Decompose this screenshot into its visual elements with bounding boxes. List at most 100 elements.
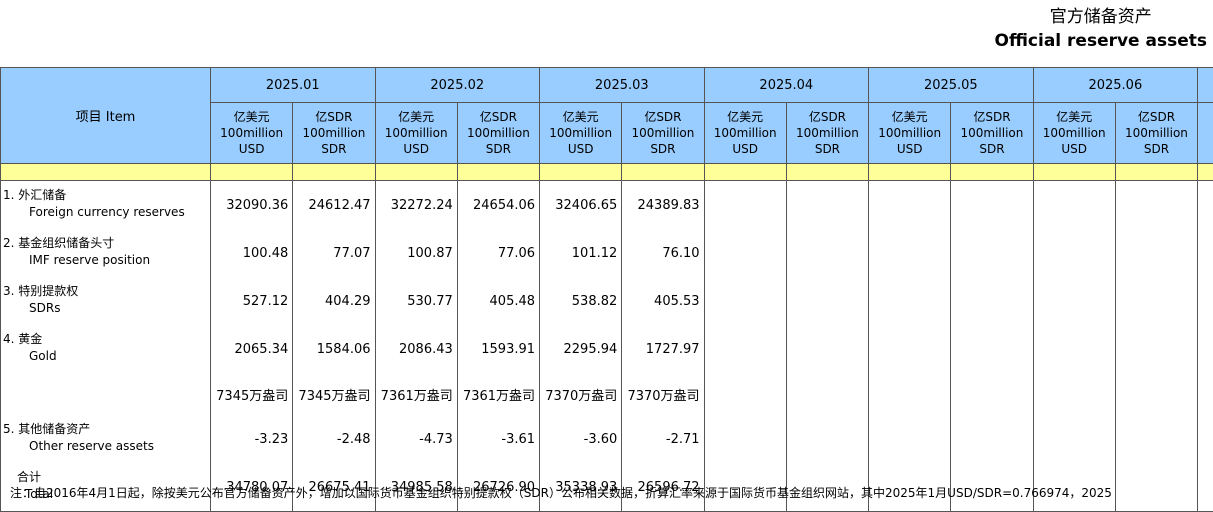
value-cell: 7370万盎司 [622, 373, 704, 415]
value-cell: 100.48 [211, 229, 293, 277]
value-cell: 100.87 [375, 229, 457, 277]
unit-line: 亿SDR [293, 109, 374, 125]
month-header: 2025.05 [869, 68, 1034, 103]
value-cell: 1584.06 [293, 325, 375, 373]
value-cell: -2.71 [622, 415, 704, 463]
month-header: 2025.06 [1033, 68, 1198, 103]
extra-cell [1198, 181, 1213, 230]
empty-cell [951, 325, 1033, 373]
unit-line: 100million [458, 125, 539, 141]
empty-cell [869, 415, 951, 463]
empty-cell [704, 181, 786, 230]
unit-line: 100million [951, 125, 1032, 141]
spacer-cell [293, 164, 375, 181]
row-label [1, 373, 211, 415]
label-en: Gold [3, 348, 210, 365]
unit-line: 亿美元 [1034, 109, 1115, 125]
empty-cell [1033, 181, 1115, 230]
value-cell: 404.29 [293, 277, 375, 325]
value-cell: 7345万盎司 [211, 373, 293, 415]
empty-cell [786, 181, 868, 230]
unit-line: 100million [211, 125, 292, 141]
value-cell: 405.53 [622, 277, 704, 325]
unit-line: 100million [376, 125, 457, 141]
value-cell: 24389.83 [622, 181, 704, 230]
value-cell: -4.73 [375, 415, 457, 463]
empty-cell [786, 277, 868, 325]
value-cell: 7361万盎司 [457, 373, 539, 415]
item-header: 项目 Item [1, 68, 211, 164]
spacer-row [1, 164, 1213, 181]
spacer-cell [1115, 164, 1197, 181]
value-cell: 527.12 [211, 277, 293, 325]
footnote: 注：自2016年4月1日起，除按美元公布官方储备资产外，增加以国际货币基金组织特… [10, 484, 1112, 501]
value-cell: 7370万盎司 [540, 373, 622, 415]
empty-cell [1115, 415, 1197, 463]
unit-line: SDR [622, 141, 703, 157]
value-cell: 2295.94 [540, 325, 622, 373]
month-header: 2025.01 [211, 68, 376, 103]
empty-cell [1033, 373, 1115, 415]
empty-cell [1033, 415, 1115, 463]
label-en: IMF reserve position [3, 252, 210, 269]
empty-cell [786, 415, 868, 463]
extra-cell [1198, 229, 1213, 277]
empty-cell [704, 373, 786, 415]
value-cell: -3.60 [540, 415, 622, 463]
extra-cell [1198, 103, 1213, 164]
value-cell: 405.48 [457, 277, 539, 325]
spacer-cell [704, 164, 786, 181]
spacer-cell [375, 164, 457, 181]
extra-cell [1198, 463, 1213, 512]
unit-line: SDR [458, 141, 539, 157]
empty-cell [704, 415, 786, 463]
label-en: Other reserve assets [3, 438, 210, 455]
value-cell: 77.07 [293, 229, 375, 277]
unit-line: 100million [787, 125, 868, 141]
value-cell: 101.12 [540, 229, 622, 277]
unit-line: USD [705, 141, 786, 157]
value-cell: 7345万盎司 [293, 373, 375, 415]
label-en: SDRs [3, 300, 210, 317]
title-en: Official reserve assets [995, 29, 1208, 53]
spacer-cell [540, 164, 622, 181]
value-cell: 76.10 [622, 229, 704, 277]
spacer-cell [622, 164, 704, 181]
unit-line: 100million [1034, 125, 1115, 141]
empty-cell [1033, 277, 1115, 325]
spacer-cell [211, 164, 293, 181]
unit-line: 100million [622, 125, 703, 141]
label-cn: 2. 基金组织储备头寸 [3, 235, 210, 252]
value-cell: 530.77 [375, 277, 457, 325]
unit-line: USD [869, 141, 950, 157]
empty-cell [1115, 463, 1197, 512]
unit-line: 亿美元 [211, 109, 292, 125]
value-cell: 24612.47 [293, 181, 375, 230]
unit-line: 亿SDR [1116, 109, 1197, 125]
unit-line: 亿SDR [787, 109, 868, 125]
empty-cell [869, 277, 951, 325]
unit-line: 亿美元 [705, 109, 786, 125]
value-cell: 2086.43 [375, 325, 457, 373]
unit-line: 100million [1116, 125, 1197, 141]
value-cell: -3.23 [211, 415, 293, 463]
empty-cell [869, 373, 951, 415]
empty-cell [704, 229, 786, 277]
value-cell: 32090.36 [211, 181, 293, 230]
